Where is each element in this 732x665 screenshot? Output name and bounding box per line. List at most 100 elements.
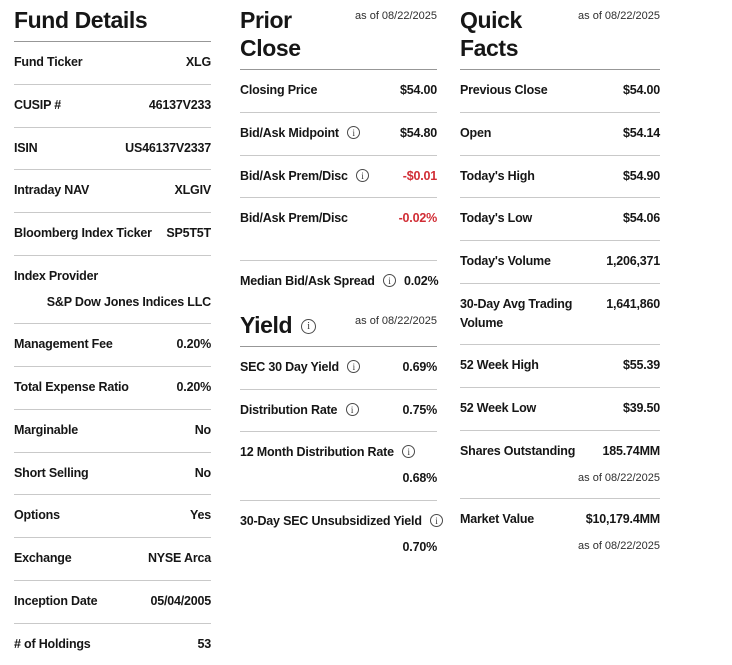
fund-details-rows: Fund Ticker XLG CUSIP # 46137V233 ISIN US4613…: [14, 42, 211, 665]
table-row: # of Holdings 53: [14, 624, 211, 665]
row-label: ISIN: [14, 140, 38, 155]
row-label: 52 Week Low: [460, 401, 537, 416]
row-label: Intraday NAV: [14, 183, 90, 198]
row-label: Market Value: [460, 512, 535, 527]
table-row: Options Yes: [14, 495, 211, 539]
fund-details-section: Fund Details Fund Ticker XLG CUSIP # 46137V…: [14, 6, 211, 665]
table-row: 12 Month Distribution Rate i 0.68%: [240, 432, 437, 501]
row-value: $54.00: [622, 83, 660, 98]
as-of-date: as of 08/22/2025: [355, 10, 437, 22]
table-row: 30-Day SEC Unsubsidized Yield i 0.70%: [240, 501, 444, 569]
row-value: 53: [197, 636, 211, 651]
info-icon[interactable]: i: [301, 318, 317, 334]
table-row: Distribution Rate i 0.75%: [240, 390, 437, 433]
row-label: 52 Week High: [460, 358, 539, 373]
row-value: SP5T5T: [166, 226, 211, 241]
row-label: Index Provider: [14, 268, 99, 283]
table-row: Bid/Ask Prem/Disc i -$0.01: [240, 156, 437, 199]
row-value: 1,206,371: [606, 254, 660, 269]
row-value: $54.80: [399, 125, 437, 140]
row-label: Bid/Ask Prem/Disc: [240, 211, 348, 226]
yield-header: Yield i as of 08/22/2025: [240, 311, 437, 347]
row-label: Marginable: [14, 422, 78, 437]
table-row: Management Fee 0.20%: [14, 324, 212, 368]
row-label: Management Fee: [14, 337, 113, 352]
row-value: 1,641,860: [606, 296, 660, 311]
table-row: Shares Outstanding 185.74MM as of 08/22/20…: [460, 431, 661, 500]
row-value: XLGIV: [174, 183, 211, 198]
row-value: -0.02%: [398, 211, 438, 226]
row-label: Distribution Rate i: [240, 401, 359, 420]
table-row: Total Expense Ratio 0.20%: [14, 367, 211, 410]
info-icon[interactable]: i: [356, 168, 370, 182]
row-value: S&P Dow Jones Indices LLC: [46, 294, 211, 309]
info-icon[interactable]: i: [430, 513, 444, 527]
row-value: No: [194, 422, 211, 437]
row-label: 30-Day SEC Unsubsidized Yield i: [240, 512, 444, 531]
row-value: $55.39: [622, 358, 660, 373]
row-value: -$0.01: [402, 168, 437, 183]
table-row: Median Bid/Ask Spread i 0.02%: [240, 261, 439, 303]
row-label: Bid/Ask Midpoint i: [240, 124, 361, 143]
row-label: 30-Day Avg Trading Volume: [460, 296, 573, 330]
table-row: Exchange NYSE Arca: [14, 538, 211, 581]
table-row: Fund Ticker XLG: [14, 42, 211, 85]
row-value: NYSE Arca: [147, 551, 211, 566]
row-value: 0.20%: [176, 337, 212, 352]
row-label: Inception Date: [14, 593, 98, 608]
row-label: Today's Volume: [460, 254, 551, 269]
table-row: Short Selling No: [14, 453, 211, 496]
prior-close-rows: Closing Price $54.00 Bid/Ask Midpoint i $54…: [240, 70, 439, 303]
row-value: XLG: [185, 55, 211, 70]
table-row: Market Value $10,179.4MM as of 08/22/2025: [460, 499, 660, 566]
row-value: 0.70%: [402, 539, 438, 554]
table-row: Today's Volume 1,206,371: [460, 241, 660, 284]
table-row: Closing Price $54.00: [240, 70, 437, 113]
prior-close-header: Prior Close as of 08/22/2025: [240, 6, 437, 71]
info-icon[interactable]: i: [347, 359, 361, 373]
row-value: 0.68%: [402, 471, 438, 486]
info-icon[interactable]: i: [345, 402, 359, 416]
row-value: 46137V233: [148, 97, 211, 112]
prior-close-section: Prior Close as of 08/22/2025 Closing Pri…: [240, 6, 444, 569]
row-label: Fund Ticker: [14, 55, 83, 70]
fund-details-header: Fund Details: [14, 6, 211, 43]
row-label: CUSIP #: [14, 97, 62, 112]
table-row: CUSIP # 46137V233: [14, 85, 211, 128]
row-as-of-date: as of 08/22/2025: [578, 471, 660, 484]
section-title: Yield: [240, 311, 293, 338]
row-value: $39.50: [622, 401, 660, 416]
as-of-date: as of 08/22/2025: [355, 314, 437, 327]
info-icon[interactable]: i: [347, 125, 361, 139]
row-as-of-date: as of 08/22/2025: [578, 539, 660, 552]
table-row: Inception Date 05/04/2005: [14, 581, 211, 624]
info-icon[interactable]: i: [402, 445, 416, 459]
row-value: 0.75%: [402, 402, 438, 417]
row-label: Today's Low: [460, 211, 533, 226]
row-label: Previous Close: [460, 83, 548, 98]
row-value: 0.69%: [402, 359, 438, 374]
quick-facts-section: Quick Facts as of 08/22/2025 Previous Cl…: [460, 6, 660, 566]
table-row: 52 Week High $55.39: [460, 345, 660, 389]
row-value: $54.00: [399, 83, 437, 98]
quick-facts-rows: Previous Close $54.00 Open $54.14 Today's Hi…: [460, 70, 660, 566]
yield-rows: SEC 30 Day Yield i 0.69% Distribution Rate…: [240, 347, 444, 569]
row-label: # of Holdings: [14, 636, 91, 651]
as-of-date: as of 08/22/2025: [578, 10, 660, 22]
table-row: 30-Day Avg Trading Volume 1,641,860: [460, 284, 660, 346]
row-label: Closing Price: [240, 83, 318, 98]
table-row: Intraday NAV XLGIV: [14, 170, 211, 214]
row-value: $54.06: [622, 211, 660, 226]
row-label: Total Expense Ratio: [14, 380, 129, 395]
row-value: $10,179.4MM: [585, 512, 660, 527]
info-icon[interactable]: i: [383, 274, 397, 288]
table-row: Today's High $54.90: [460, 156, 660, 199]
quick-facts-header: Quick Facts as of 08/22/2025: [460, 6, 660, 71]
row-value: US46137V2337: [125, 140, 211, 155]
table-row: Previous Close $54.00: [460, 70, 660, 113]
row-value: 185.74MM: [602, 443, 661, 458]
row-label: Bloomberg Index Ticker: [14, 226, 152, 241]
row-value: No: [194, 465, 211, 480]
section-title: Fund Details: [14, 7, 148, 33]
table-row: Open $54.14: [460, 113, 660, 156]
